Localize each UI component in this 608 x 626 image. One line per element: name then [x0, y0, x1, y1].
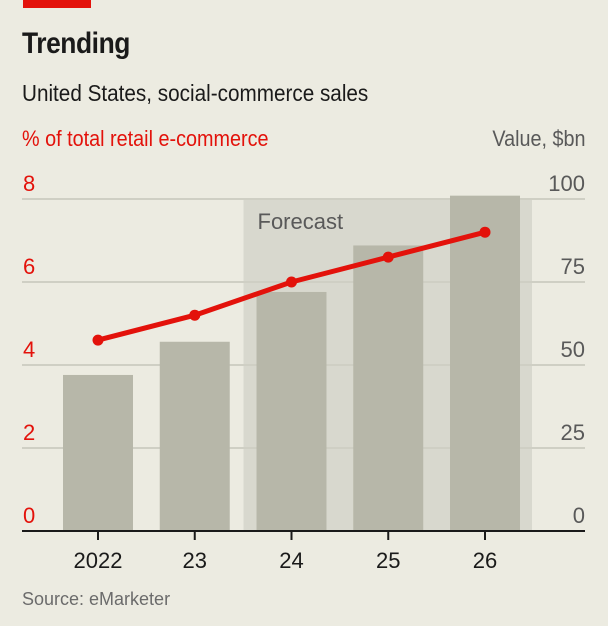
line-point-24	[286, 276, 297, 288]
right-tick-label: 0	[573, 503, 585, 528]
bar-24	[256, 291, 327, 531]
line-point-26	[479, 226, 491, 238]
left-tick-label: 0	[23, 503, 35, 528]
chart-subtitle: United States, social-commerce sales	[22, 80, 369, 106]
left-tick-label: 2	[23, 420, 35, 445]
source-note: Source: eMarketer	[22, 589, 171, 609]
x-tick-label: 23	[183, 548, 207, 573]
left-tick-label: 6	[23, 254, 35, 279]
line-point-23	[189, 309, 201, 321]
bar-25	[353, 245, 424, 532]
right-tick-label: 75	[561, 254, 585, 279]
right-tick-label: 50	[561, 337, 585, 362]
bar-2022	[63, 374, 133, 531]
brand-red-bar	[23, 0, 91, 8]
bar-23	[159, 341, 230, 531]
left-tick-label: 8	[23, 171, 35, 196]
line-point-25	[382, 251, 394, 263]
x-tick-label: 26	[473, 548, 497, 573]
forecast-label: Forecast	[258, 209, 344, 234]
left-tick-label: 4	[23, 337, 35, 362]
right-tick-label: 100	[548, 171, 585, 196]
x-tick-label: 24	[279, 548, 303, 573]
x-tick-label: 25	[376, 548, 400, 573]
line-point-2022	[92, 334, 104, 346]
right-tick-label: 25	[561, 420, 585, 445]
chart-title: Trending	[22, 27, 130, 60]
x-tick-label: 2022	[74, 548, 123, 573]
bar-26	[450, 195, 520, 531]
right-axis-label: Value, $bn	[492, 126, 586, 151]
left-axis-label: % of total retail e-commerce	[22, 126, 269, 151]
